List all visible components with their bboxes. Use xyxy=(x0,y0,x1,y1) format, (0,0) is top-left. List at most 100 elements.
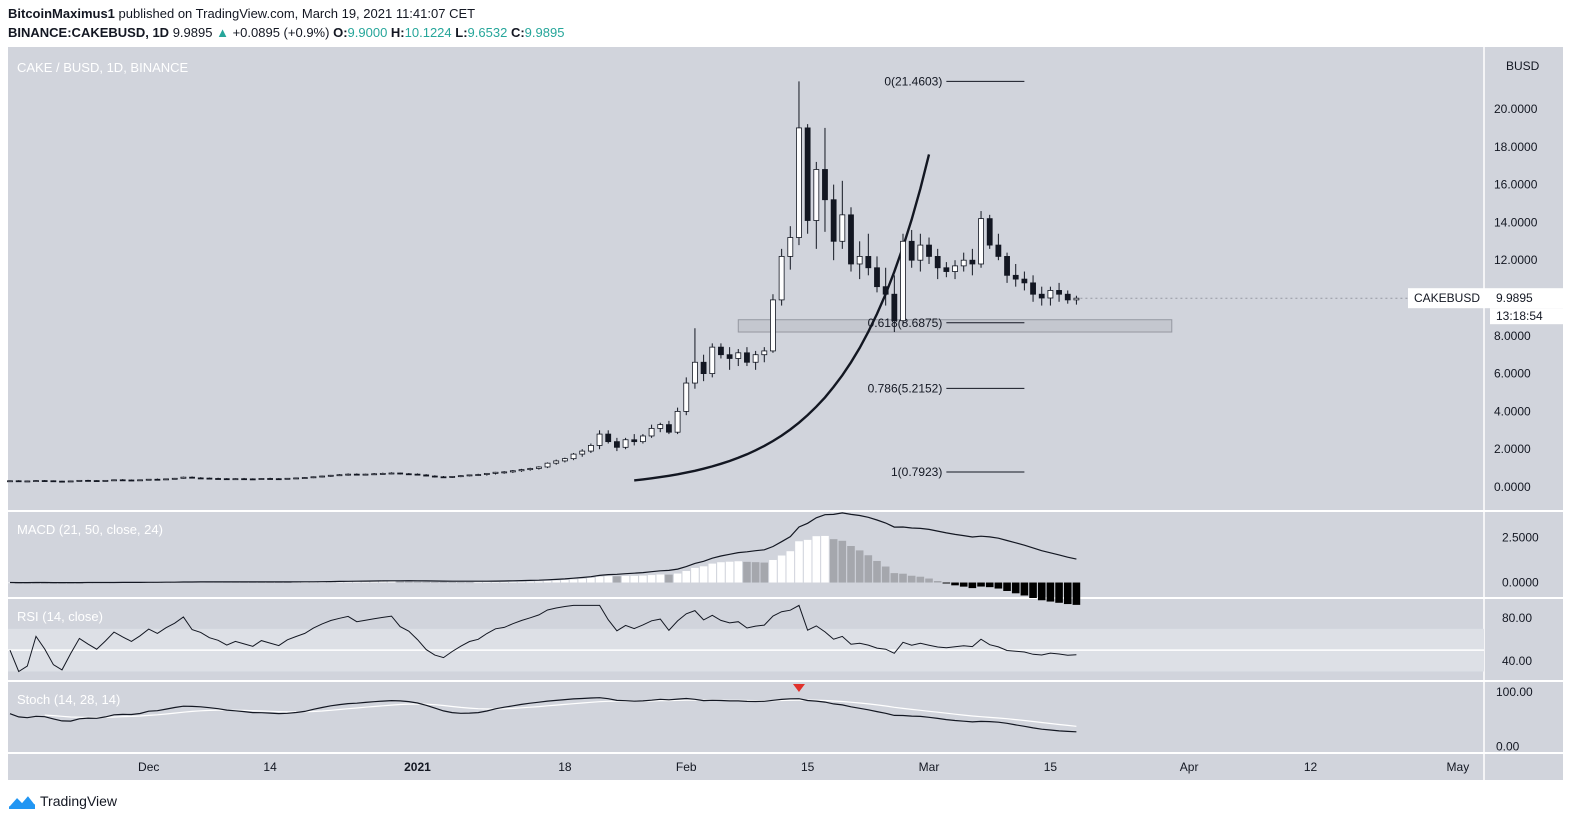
macd-axis-label: 2.5000 xyxy=(1502,530,1539,544)
macd-hist-bar xyxy=(448,582,456,584)
macd-hist-bar xyxy=(283,582,292,583)
macd-hist-bar xyxy=(1029,582,1037,598)
candle-down xyxy=(197,477,204,480)
candle-down xyxy=(50,480,57,483)
macd-hist-bar xyxy=(517,581,526,583)
macd-hist-bar xyxy=(959,582,968,587)
price-tag-symbol: CAKEBUSD xyxy=(1414,291,1480,305)
footer-brand-text[interactable]: TradingView xyxy=(40,793,118,809)
candle-down xyxy=(128,479,135,482)
tradingview-logo-icon xyxy=(8,793,36,809)
candle-up xyxy=(796,127,802,238)
x-tick-label: May xyxy=(1447,760,1470,774)
macd-hist-bar xyxy=(777,555,786,583)
last-price: 9.9895 xyxy=(172,25,213,40)
y-tick-label: 0.0000 xyxy=(1494,480,1531,494)
candle-up xyxy=(362,473,369,476)
candle-down xyxy=(423,474,430,477)
candle-up xyxy=(492,471,499,474)
macd-hist-bar xyxy=(864,555,873,583)
y-tick-label: 20.0000 xyxy=(1494,102,1538,116)
macd-hist-bar xyxy=(795,541,803,583)
candle-down xyxy=(59,480,65,483)
bearish-cross-marker xyxy=(792,684,805,692)
candle-down xyxy=(726,354,733,359)
y-tick-label: 4.0000 xyxy=(1494,404,1531,418)
macd-hist-bar xyxy=(587,577,595,583)
macd-hist-bar xyxy=(942,582,951,584)
macd-hist-bar xyxy=(413,581,422,583)
candle-down xyxy=(189,476,195,479)
candle-up xyxy=(960,259,967,267)
candle-up xyxy=(457,475,464,478)
candle-down xyxy=(93,480,100,482)
macd-hist-bar xyxy=(431,582,439,583)
macd-hist-bar xyxy=(968,582,977,589)
macd-hist-bar xyxy=(318,582,326,583)
candle-up xyxy=(137,479,143,482)
macd-hist-bar xyxy=(933,581,942,583)
macd-hist-bar xyxy=(951,582,959,586)
candle-up xyxy=(813,169,820,221)
macd-hist-bar xyxy=(465,582,474,584)
candle-up xyxy=(778,256,785,301)
y-tick-label: 6.0000 xyxy=(1494,367,1531,381)
candle-down xyxy=(215,478,221,480)
candle-down xyxy=(85,479,91,482)
macd-line xyxy=(9,512,1077,584)
macd-hist-bar xyxy=(899,573,907,583)
macd-hist-bar xyxy=(812,536,821,583)
candle-down xyxy=(986,218,993,246)
macd-hist-bar xyxy=(344,581,352,583)
parabolic-curve xyxy=(634,154,931,482)
macd-hist-bar xyxy=(786,551,795,583)
macd-hist-bar xyxy=(656,574,665,583)
candle-up xyxy=(111,479,117,482)
candle-down xyxy=(223,478,230,481)
macd-hist-bar xyxy=(821,535,829,583)
candle-down xyxy=(414,473,421,476)
stoch-d-line xyxy=(44,699,1077,727)
candle-down xyxy=(848,214,854,265)
candle-down xyxy=(41,480,48,482)
candle-up xyxy=(856,256,863,265)
macd-hist-bar xyxy=(309,582,318,583)
candle-up xyxy=(466,474,473,477)
macd-hist-bar xyxy=(405,581,413,583)
candle-up xyxy=(180,476,187,479)
macd-hist-bar xyxy=(691,567,699,583)
candle-down xyxy=(865,256,872,269)
fib-level-label: 0.618(8.6875) xyxy=(868,316,943,330)
change-arrow-icon: ▲ xyxy=(216,25,229,40)
author-name[interactable]: BitcoinMaximus1 xyxy=(8,6,115,21)
macd-hist-bar xyxy=(257,582,266,583)
candle-down xyxy=(353,473,360,476)
macd-hist-bar xyxy=(751,562,760,583)
rsi-axis-label: 40.00 xyxy=(1502,654,1532,668)
macd-hist-bar xyxy=(881,566,890,583)
macd-hist-bar xyxy=(803,539,812,583)
macd-hist-bar xyxy=(361,581,370,583)
candle-up xyxy=(163,478,169,481)
candle-down xyxy=(700,361,707,375)
macd-hist-bar xyxy=(665,574,673,583)
candle-up xyxy=(648,428,655,437)
change-value: +0.0895 (+0.9%) xyxy=(232,25,330,40)
macd-hist-bar xyxy=(734,561,743,583)
macd-hist-bar xyxy=(717,562,725,583)
candle-down xyxy=(431,475,438,478)
candle-up xyxy=(978,218,984,265)
candle-down xyxy=(666,424,672,433)
price-axis xyxy=(1484,47,1563,780)
macd-hist-bar xyxy=(760,562,769,583)
macd-hist-bar xyxy=(535,581,543,583)
macd-hist-bar xyxy=(725,561,734,583)
candle-up xyxy=(284,477,291,480)
candle-down xyxy=(275,478,282,481)
x-tick-label: 14 xyxy=(263,760,277,774)
macd-hist-bar xyxy=(977,582,985,587)
x-tick-label: Mar xyxy=(919,760,940,774)
macd-hist-bar xyxy=(500,582,508,583)
macd-hist-bar xyxy=(647,575,656,583)
